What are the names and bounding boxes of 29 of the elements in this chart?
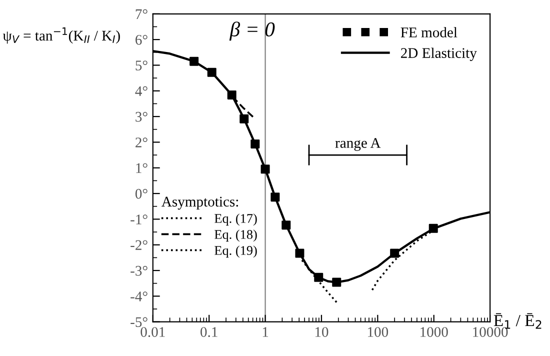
annotation: β = 0 (229, 22, 275, 41)
x-tick-label: 0.1 (200, 327, 218, 338)
y-tick-label: -1° (130, 214, 148, 224)
x-tick-label: 10 (315, 327, 328, 337)
y-tick-label: 3° (136, 112, 148, 122)
legend-label: FE model (400, 27, 458, 38)
y-tick-label: 4° (135, 86, 148, 96)
legend-title: Asymptotics: (162, 196, 238, 210)
legend-label: Eq. (17) (214, 214, 257, 226)
x-tick-label: 1000 (420, 327, 448, 337)
legend-label: 2D Elasticity (401, 48, 477, 61)
y-tick-label: 5° (136, 60, 148, 70)
y-tick-label: 0° (135, 188, 148, 199)
y-tick-label: 7° (136, 9, 148, 19)
annotation: range A (335, 138, 381, 151)
y-tick-label: -5° (130, 317, 148, 328)
text: ψ$_{V}$ = tan$^{−1}$(K$_{II}$ / K$_{I}$) (2, 27, 120, 44)
legend-label: Eq. (18) (214, 230, 257, 242)
y-tick-label: -2° (130, 240, 148, 250)
x-tick-label: 1 (262, 327, 268, 337)
x-tick-label: 10000 (473, 327, 508, 337)
x-tick-label: 0.01 (140, 327, 165, 338)
y-tick-label: 2° (136, 138, 148, 148)
y-tick-label: -4° (130, 292, 148, 302)
x-tick-label: 100 (368, 327, 388, 337)
y-tick-label: -3° (130, 266, 148, 276)
y-tick-label: 1° (136, 163, 148, 173)
legend-label: Eq. (19) (214, 246, 257, 258)
y-tick-label: 6° (136, 34, 148, 45)
